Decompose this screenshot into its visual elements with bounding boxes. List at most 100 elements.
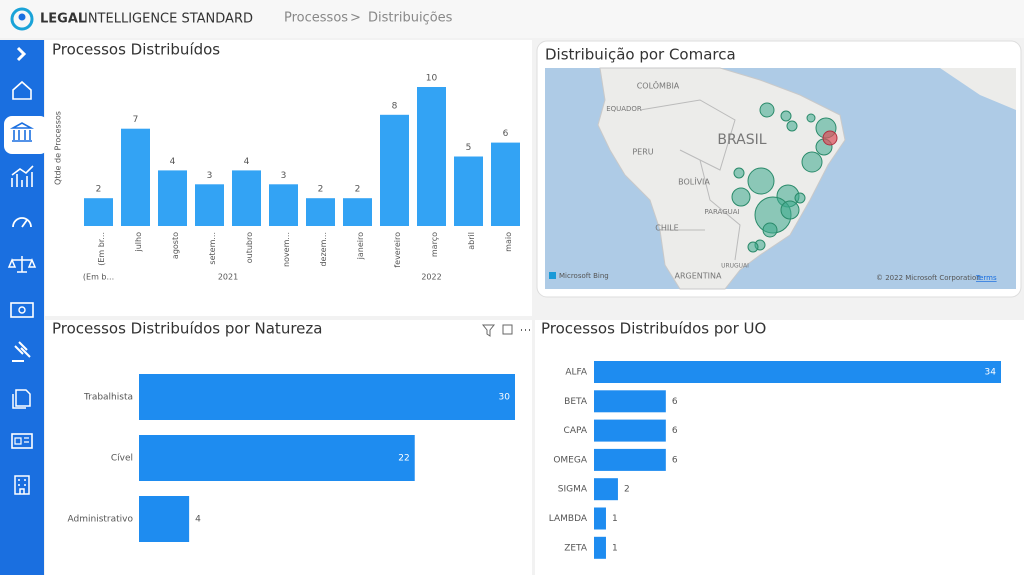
- bubble-selected[interactable]: [822, 130, 838, 146]
- x-group-label: 2021: [218, 273, 238, 282]
- bar[interactable]: [491, 142, 520, 226]
- building-icon[interactable]: [14, 475, 30, 495]
- gauge-icon[interactable]: [12, 217, 32, 228]
- brand-bold: LEGAL: [40, 12, 86, 27]
- y-tick-label: SIGMA: [558, 485, 588, 495]
- active-tab[interactable]: [4, 116, 48, 154]
- bubble[interactable]: [747, 241, 759, 253]
- bubble[interactable]: [762, 222, 778, 238]
- bar[interactable]: [84, 198, 113, 226]
- chart-title: Distribuição por Comarca: [545, 46, 736, 64]
- data-label: 7: [133, 115, 139, 125]
- data-label: 4: [195, 515, 201, 525]
- x-tick-label: abril: [467, 232, 476, 250]
- data-label: 30: [499, 393, 511, 403]
- y-tick-label: BETA: [564, 397, 588, 407]
- bar[interactable]: [269, 184, 298, 226]
- bar[interactable]: [158, 170, 187, 226]
- header-bar: [0, 0, 1024, 38]
- map-label: PERU: [632, 148, 653, 157]
- map-label: ARGENTINA: [675, 272, 723, 281]
- map-land: [597, 67, 846, 290]
- bar[interactable]: [594, 507, 606, 530]
- data-label: 34: [985, 368, 997, 378]
- data-label: 6: [672, 455, 678, 465]
- news-icon-detail: [14, 437, 29, 445]
- bar[interactable]: [454, 156, 483, 227]
- map-terms[interactable]: Terms: [975, 274, 997, 282]
- data-label: 6: [672, 426, 678, 436]
- brand-rest: INTELLIGENCE STANDARD: [84, 12, 253, 27]
- data-label: 3: [281, 171, 287, 181]
- data-label: 2: [624, 485, 630, 495]
- breadcrumb-item[interactable]: Processos: [284, 11, 348, 26]
- logo-dot: [18, 13, 26, 21]
- map-copyright: © 2022 Microsoft Corporation: [876, 274, 981, 282]
- home-icon[interactable]: [12, 80, 32, 100]
- map-label: EQUADOR: [606, 105, 642, 113]
- bar[interactable]: [139, 435, 415, 481]
- bar[interactable]: [594, 390, 666, 413]
- bubble[interactable]: [759, 102, 775, 118]
- x-tick-label: dezem...: [319, 232, 328, 267]
- focus-icon[interactable]: [502, 324, 513, 335]
- map-bubbles: [731, 102, 837, 253]
- breadcrumb-separator: >: [350, 11, 361, 26]
- x-tick-label: março: [430, 232, 439, 257]
- x-tick-label: (Em br...: [97, 232, 106, 266]
- y-tick-label: ZETA: [564, 543, 588, 553]
- filter-icon[interactable]: [481, 324, 496, 337]
- chart-title: Processos Distribuídos por Natureza: [52, 320, 322, 338]
- bubble[interactable]: [806, 113, 816, 123]
- bubble[interactable]: [733, 167, 745, 179]
- map-label: PARAGUAI: [704, 208, 739, 216]
- bar[interactable]: [594, 478, 618, 501]
- bubble[interactable]: [801, 151, 823, 173]
- gavel-icon[interactable]: [12, 341, 31, 362]
- bar[interactable]: [594, 536, 606, 559]
- y-tick-label: Cível: [111, 454, 133, 464]
- map-label: BOLÍVIA: [678, 176, 710, 187]
- x-group-label: (Em b...: [83, 273, 114, 282]
- map-label: BRASIL: [717, 132, 766, 148]
- data-label: 5: [466, 143, 472, 153]
- bubble[interactable]: [780, 110, 792, 122]
- data-label: 6: [672, 397, 678, 407]
- bing-logo: [549, 272, 556, 279]
- chart-title: Processos Distribuídos por UO: [541, 320, 766, 338]
- bar[interactable]: [121, 128, 150, 226]
- news-icon[interactable]: [11, 433, 33, 449]
- bar[interactable]: [594, 419, 666, 442]
- map-label: COLÔMBIA: [637, 80, 680, 91]
- bubble[interactable]: [794, 192, 806, 204]
- bar[interactable]: [306, 198, 335, 226]
- data-label: 6: [503, 129, 509, 139]
- bar[interactable]: [195, 184, 224, 226]
- documents-icon[interactable]: [12, 389, 31, 409]
- y-tick-label: CAPA: [564, 426, 588, 436]
- y-axis-label: Qtde de Processos: [54, 111, 63, 185]
- bar[interactable]: [343, 198, 372, 226]
- bar[interactable]: [417, 87, 446, 226]
- x-tick-label: janeiro: [356, 232, 365, 260]
- bar[interactable]: [594, 448, 666, 471]
- bar[interactable]: [594, 361, 1001, 383]
- map-land: [940, 68, 1016, 110]
- y-tick-label: OMEGA: [553, 455, 588, 465]
- scale-icon[interactable]: [7, 256, 37, 273]
- bar[interactable]: [139, 496, 190, 542]
- bubble[interactable]: [786, 120, 798, 132]
- bubble[interactable]: [747, 167, 775, 195]
- bar[interactable]: [139, 374, 515, 420]
- bar[interactable]: [232, 170, 261, 226]
- chart-icon[interactable]: [11, 165, 34, 187]
- x-group-label: 2022: [421, 273, 441, 282]
- bar[interactable]: [380, 114, 409, 226]
- money-icon[interactable]: [10, 302, 34, 318]
- bubble[interactable]: [780, 200, 800, 220]
- expand-icon[interactable]: [16, 46, 27, 62]
- bubble[interactable]: [731, 187, 751, 207]
- y-tick-label: LAMBDA: [549, 514, 588, 524]
- data-label: 10: [426, 74, 438, 84]
- x-tick-label: fevereiro: [393, 232, 402, 268]
